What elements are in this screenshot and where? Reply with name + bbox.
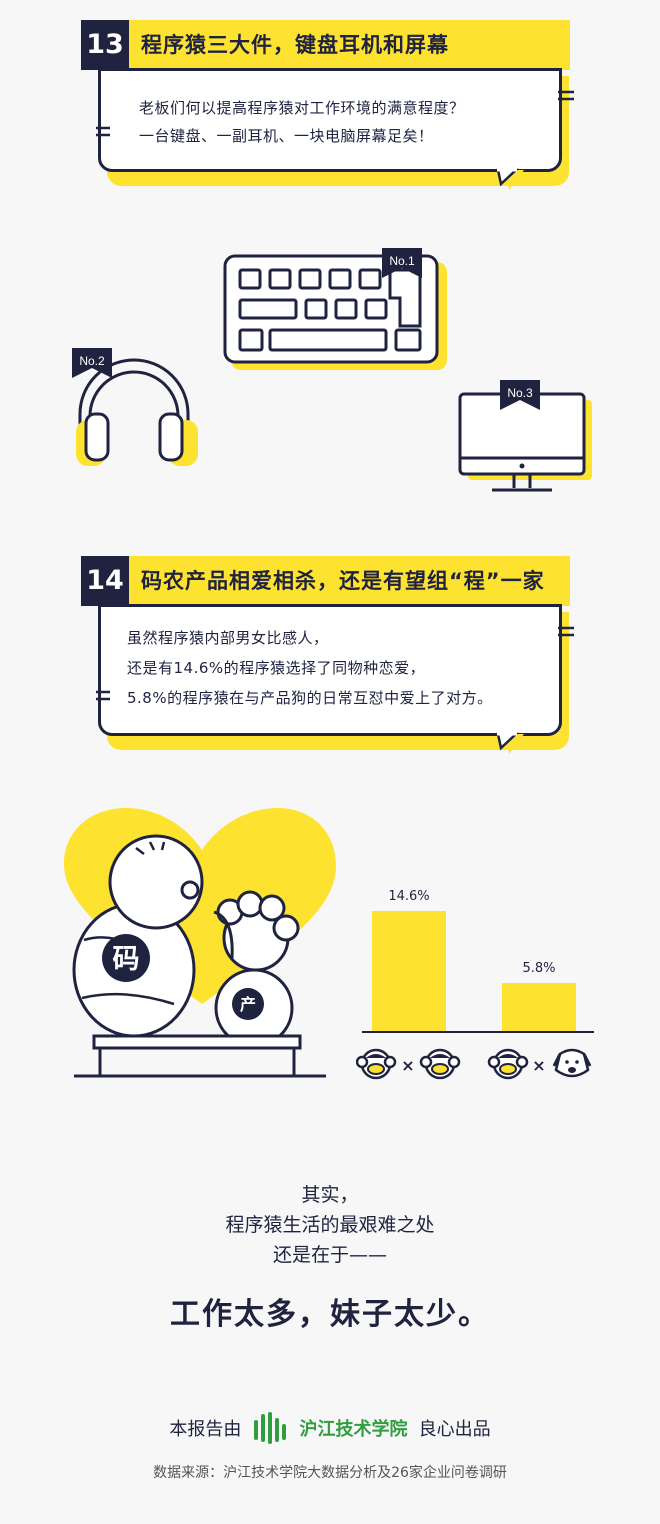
monitor-icon: No.3 [458,380,592,492]
keyboard-icon: No.1 [223,248,447,370]
monkey-icon [487,1048,529,1080]
headphones-icon: No.2 [72,348,198,466]
hujiang-logo-icon [254,1412,287,1444]
chart-bar-cross-species [502,983,576,1031]
footer-suffix: 良心出品 [418,1419,491,1440]
section-13-box-decor [96,90,574,190]
section-13-speech-box: 老板们何以提高程序猿对工作环境的满意程度？ 一台键盘、一副耳机、一块电脑屏幕足矣… [98,68,562,172]
section-14-header: 14 码农产品相爱相杀，还是有望组“程”一家 [81,556,570,606]
closing-line-1: 其实， [301,1184,359,1206]
section-14-line-2: 还是有14.6%的程序猿选择了同物种恋爱， [127,659,426,677]
closing-line-2: 程序猿生活的最艰难之处 [225,1214,435,1236]
closing-line-3: 还是在于—— [272,1244,387,1266]
chart-bar-same-species [372,911,446,1031]
svg-text:×: × [401,1056,414,1075]
footer-brand: 沪江技术学院 [299,1419,408,1440]
footer-credit: 本报告由 沪江技术学院 良心出品 [0,1410,660,1446]
dog-icon [552,1048,592,1078]
chart-baseline [362,1031,594,1033]
section-13-number: 13 [81,20,129,70]
section-13-header: 13 程序猿三大件，键盘耳机和屏幕 [81,20,570,70]
monitor-tag: No.3 [507,386,533,400]
section-13-line-1: 老板们何以提高程序猿对工作环境的满意程度？ [139,99,465,117]
chart-value-label: 5.8% [522,961,556,976]
headphones-tag: No.2 [79,354,105,368]
chart-category-icons: × × [356,1048,592,1080]
section-13-line-2: 一台键盘、一副耳机、一块电脑屏幕足矣！ [139,127,434,145]
coder-badge: 码 [113,944,140,975]
monkey-icon [356,1048,397,1080]
keyboard-tag: No.1 [389,254,415,268]
section-14-number: 14 [81,556,129,606]
product-badge: 产 [240,995,256,1014]
section-14-line-1: 虽然程序猿内部男女比感人， [127,629,329,647]
section-13-title: 程序猿三大件，键盘耳机和屏幕 [141,33,449,57]
closing-emphasis: 工作太多，妹子太少。 [170,1297,490,1332]
section-14-title: 码农产品相爱相杀，还是有望组“程”一家 [141,569,545,593]
couple-illustration: 码 产 [64,808,336,1078]
svg-text:×: × [532,1056,545,1075]
data-source: 数据来源：沪江技术学院大数据分析及26家企业问卷调研 [153,1465,507,1481]
footer-prefix: 本报告由 [169,1419,242,1440]
section-14-line-3: 5.8%的程序猿在与产品狗的日常互怼中爱上了对方。 [127,689,493,707]
monkey-icon [419,1048,461,1080]
chart-value-label: 14.6% [388,889,430,904]
section-14-speech-box: 虽然程序猿内部男女比感人， 还是有14.6%的程序猿选择了同物种恋爱， 5.8%… [98,604,562,736]
section-14-box-decor [96,626,574,754]
